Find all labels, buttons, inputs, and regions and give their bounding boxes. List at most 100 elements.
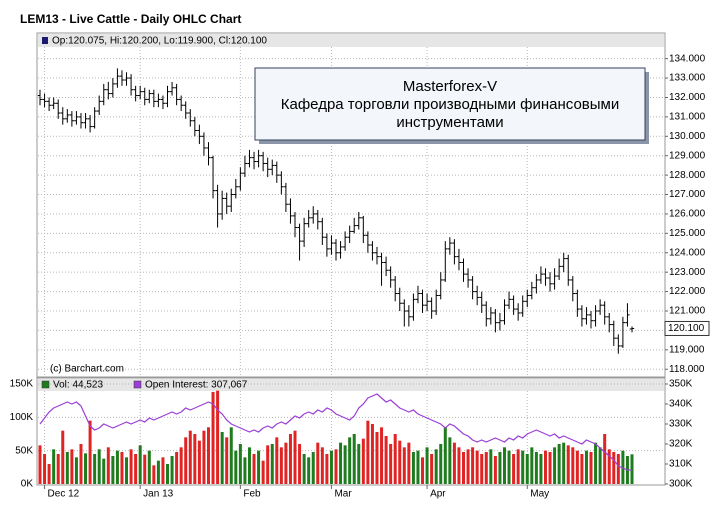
volume-bar <box>225 437 229 484</box>
volume-bar <box>416 450 420 484</box>
y-tick-label: 118.000 <box>669 364 705 375</box>
last-price-box <box>664 320 710 336</box>
volume-bar <box>393 434 397 484</box>
volume-bar <box>466 449 470 484</box>
volume-bar <box>125 457 129 484</box>
ohlc-info: Op:120.075, Hi:120.200, Lo:119.900, Cl:1… <box>52 36 267 47</box>
x-tick-label: Mar <box>334 489 352 500</box>
y-tick-label: 122.000 <box>669 286 706 297</box>
volume-bar <box>97 449 101 484</box>
y-tick-label: 127.000 <box>669 189 706 200</box>
volume-bar <box>65 452 69 484</box>
y-tick-label: 130.000 <box>669 131 706 142</box>
volume-bar <box>302 454 306 484</box>
y-tick-label: 132.000 <box>669 92 706 103</box>
volume-bar <box>298 444 302 484</box>
volume-bar <box>184 437 188 484</box>
volume-bar <box>370 424 374 484</box>
legend-swatch <box>133 380 142 389</box>
volume-bar <box>553 447 557 484</box>
annotation-text: Кафедра торговли производными финансовым… <box>281 96 619 113</box>
volume-bar <box>56 454 60 484</box>
info-icon <box>42 37 48 44</box>
volume-bar <box>238 444 242 484</box>
volume-bar <box>543 450 547 484</box>
annotation-text: Masterforex-V <box>403 78 497 95</box>
volume-bar <box>425 447 429 484</box>
volume-bar <box>243 457 247 484</box>
volume-bar <box>630 454 634 484</box>
annotation-box <box>254 67 646 141</box>
volume-bar <box>115 450 119 484</box>
info-bar <box>38 34 664 47</box>
volume-bar <box>348 437 352 484</box>
volume-bar <box>143 454 147 484</box>
volume-bar <box>539 454 543 484</box>
y-tick-label: 119.000 <box>669 344 705 355</box>
volume-bar <box>206 427 210 484</box>
volume-bar <box>557 444 561 484</box>
volume-bar <box>61 430 65 484</box>
volume-bar <box>84 453 88 484</box>
volume-bar <box>179 447 183 484</box>
y-tick-label: 121.000 <box>669 306 706 317</box>
x-tick-label: Dec 12 <box>48 489 80 500</box>
volume-bar <box>502 447 506 484</box>
y2-tick-label: 330K <box>669 419 693 430</box>
volume-bar <box>380 427 384 484</box>
volume-bar <box>188 430 192 484</box>
volume-bar <box>293 430 297 484</box>
volume-bar <box>562 442 566 484</box>
volume-bar <box>443 427 447 484</box>
chart-title: LEM13 - Live Cattle - Daily OHLC Chart <box>20 12 241 26</box>
volume-bar <box>571 447 575 484</box>
volume-bar <box>102 458 106 484</box>
volume-bar <box>462 452 466 484</box>
volume-bar <box>202 430 206 484</box>
volume-bar <box>111 456 115 484</box>
y-tick-label: 126.000 <box>669 209 706 220</box>
volume-bar <box>120 452 124 484</box>
volume-bar <box>216 390 220 484</box>
x-tick-label: Apr <box>430 489 446 500</box>
volume-bar <box>70 449 74 484</box>
y-tick-label: 50K <box>15 445 33 456</box>
volume-bar <box>339 442 343 484</box>
volume-bar <box>229 427 233 484</box>
y2-tick-label: 300K <box>669 479 693 490</box>
volume-bar <box>575 450 579 484</box>
volume-bar <box>161 457 165 484</box>
legend-label: Vol: 44,523 <box>53 380 103 391</box>
volume-bar <box>525 454 529 484</box>
volume-bar <box>480 454 484 484</box>
volume-bar <box>234 450 238 484</box>
volume-bar <box>375 432 379 484</box>
legend-label: Open Interest: 307,067 <box>145 380 248 391</box>
volume-bar <box>138 445 142 484</box>
volume-bar <box>220 432 224 484</box>
plot-layer: Dec 12 Jan 13 Feb Mar Apr May 118.000 119.000 12… <box>10 47 710 500</box>
volume-bar <box>598 447 602 484</box>
volume-bar <box>166 464 170 484</box>
volume-bar <box>261 460 265 484</box>
volume-bar <box>507 450 511 484</box>
volume-bar <box>152 465 156 484</box>
volume-bar <box>434 449 438 484</box>
volume-bar <box>47 464 51 484</box>
volume-bar <box>307 457 311 484</box>
volume-bar <box>421 457 425 484</box>
volume-bar <box>79 444 83 484</box>
volume-bar <box>147 450 151 484</box>
volume-bar <box>411 452 415 484</box>
volume-bar <box>129 449 133 484</box>
volume-bar <box>407 442 411 484</box>
volume-bar <box>594 442 598 484</box>
volume-bar <box>106 447 110 484</box>
volume-bar <box>548 452 552 484</box>
volume-bar <box>334 449 338 484</box>
y-tick-label: 128.000 <box>669 170 706 181</box>
y2-tick-label: 350K <box>669 379 693 390</box>
y2-tick-label: 310K <box>669 459 693 470</box>
volume-bar <box>471 447 475 484</box>
